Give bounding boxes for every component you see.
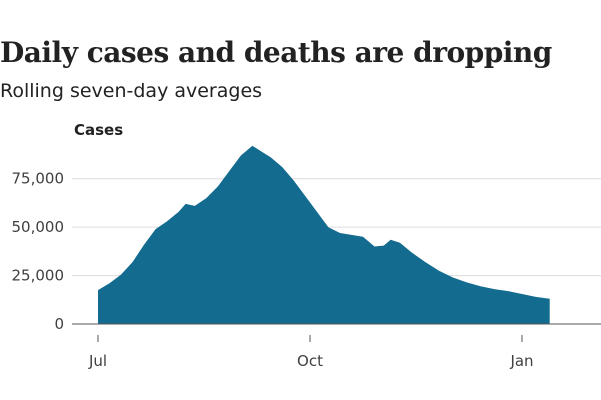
y-tick-label: 75,000 xyxy=(12,170,65,188)
x-tick-label: Jan xyxy=(509,352,533,370)
y-tick-label: 25,000 xyxy=(12,267,65,285)
axis-layer: 0 25,000 50,000 75,000 Jul Oct Jan xyxy=(12,170,601,370)
x-tick-label: Jul xyxy=(88,352,107,370)
chart-subtitle: Rolling seven-day averages xyxy=(0,80,263,102)
panel-label-cases: Cases xyxy=(74,121,123,139)
y-tick-label: 0 xyxy=(54,315,64,333)
top-strip xyxy=(0,0,601,6)
y-tick-label: 50,000 xyxy=(12,218,65,236)
x-tick-label: Oct xyxy=(297,352,323,370)
cases-area xyxy=(98,145,550,324)
chart-title: Daily cases and deaths are dropping xyxy=(0,36,552,69)
